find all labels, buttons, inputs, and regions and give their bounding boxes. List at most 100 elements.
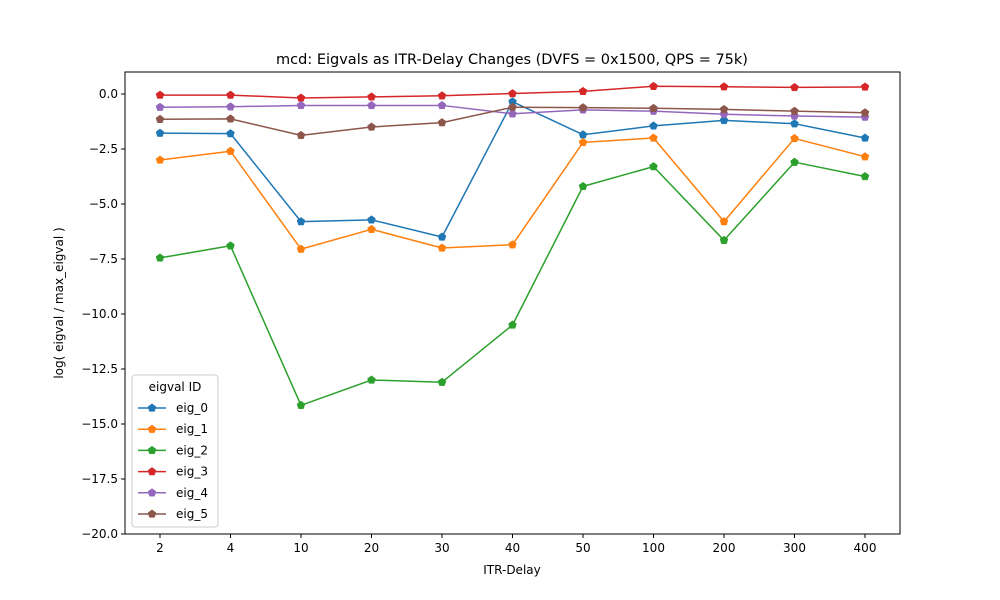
legend-label: eig_5 <box>176 507 208 521</box>
data-point-eig_1 <box>226 146 235 155</box>
data-point-eig_3 <box>296 93 306 102</box>
data-point-eig_3 <box>508 89 517 98</box>
data-point-eig_1 <box>437 243 447 252</box>
x-tick-label: 2 <box>156 541 164 555</box>
data-point-eig_2 <box>790 157 799 166</box>
data-point-eig_0 <box>296 217 306 226</box>
data-point-eig_2 <box>437 377 447 386</box>
legend-entry-eig_5: eig_5 <box>138 507 208 521</box>
y-tick-label: −12.5 <box>81 362 118 376</box>
x-tick-label: 40 <box>505 541 520 555</box>
data-point-eig_5 <box>437 118 447 127</box>
data-point-eig_4 <box>155 102 165 111</box>
data-point-eig_2 <box>649 162 658 171</box>
legend-label: eig_3 <box>176 465 208 479</box>
legend-marker <box>147 509 157 518</box>
data-point-eig_5 <box>296 130 306 140</box>
legend-marker <box>147 445 157 455</box>
data-point-eig_1 <box>508 240 517 249</box>
y-tick-label: −15.0 <box>81 417 118 431</box>
x-axis-label: ITR-Delay <box>483 563 540 577</box>
series-line-eig_0 <box>159 100 866 238</box>
legend-label: eig_2 <box>176 443 208 457</box>
data-point-eig_4 <box>226 102 235 111</box>
data-point-eig_0 <box>437 232 447 241</box>
x-tick-label: 4 <box>227 541 235 555</box>
x-tick-label: 200 <box>713 541 736 555</box>
data-point-eig_1 <box>155 155 165 164</box>
legend-marker <box>147 467 157 476</box>
data-point-eig_1 <box>860 152 870 161</box>
data-point-eig_2 <box>296 400 306 409</box>
data-point-eig_0 <box>226 129 235 138</box>
legend-title: eigval ID <box>149 380 202 394</box>
x-tick-label: 400 <box>854 541 877 555</box>
data-point-eig_3 <box>719 82 729 91</box>
y-axis-label: log( eigval / max_eigval ) <box>52 227 66 378</box>
data-point-eig_5 <box>226 114 235 123</box>
data-point-eig_0 <box>649 121 658 130</box>
data-point-eig_0 <box>790 119 799 128</box>
series-eig_1 <box>155 133 870 253</box>
data-point-eig_5 <box>649 103 658 112</box>
data-point-eig_5 <box>367 122 376 131</box>
data-point-eig_5 <box>719 104 729 114</box>
y-tick-label: −17.5 <box>81 472 118 486</box>
data-point-eig_2 <box>508 320 517 329</box>
legend-entry-eig_1: eig_1 <box>138 422 208 436</box>
legend-label: eig_0 <box>176 401 208 415</box>
y-tick-label: −10.0 <box>81 307 118 321</box>
data-point-eig_4 <box>367 100 376 110</box>
y-axis: 0.0 −2.5 −5.0 −7.5 −10.0 −12.5 −15.0 −17.5 −20.0 <box>81 87 125 541</box>
data-point-eig_0 <box>578 130 588 139</box>
legend-entry-eig_4: eig_4 <box>138 486 208 500</box>
data-point-eig_2 <box>155 253 165 262</box>
data-point-eig_5 <box>790 106 799 115</box>
series-eig_2 <box>155 157 870 409</box>
data-point-eig_1 <box>367 224 376 233</box>
series-line-eig_1 <box>159 137 866 250</box>
data-point-eig_3 <box>437 91 447 100</box>
data-point-eig_4 <box>437 100 447 110</box>
data-point-eig_5 <box>860 108 870 117</box>
data-point-eig_2 <box>578 181 588 191</box>
legend: eigval ID eig_0 eig_1 eig_2 eig_3 eig_4 eig_5 <box>131 374 219 528</box>
data-point-eig_3 <box>367 92 376 101</box>
data-point-eig_4 <box>508 109 517 118</box>
x-tick-label: 20 <box>364 541 379 555</box>
data-point-eig_5 <box>155 114 165 123</box>
legend-box <box>131 374 219 528</box>
x-tick-label: 50 <box>575 541 590 555</box>
x-tick-label: 10 <box>293 541 308 555</box>
data-point-eig_2 <box>367 375 376 384</box>
data-point-eig_0 <box>155 128 165 137</box>
data-point-eig_1 <box>719 217 729 226</box>
data-point-eig_1 <box>578 137 588 147</box>
y-tick-label: −20.0 <box>81 527 118 541</box>
legend-marker <box>147 488 157 497</box>
series-eig_3 <box>155 81 870 102</box>
legend-marker <box>147 403 157 412</box>
data-point-eig_3 <box>226 90 235 99</box>
data-point-eig_1 <box>790 133 799 143</box>
legend-marker <box>147 424 157 433</box>
x-tick-label: 100 <box>642 541 665 555</box>
y-tick-label: 0.0 <box>99 87 118 101</box>
series-line-eig_2 <box>159 161 866 407</box>
legend-entry-eig_0: eig_0 <box>138 401 208 415</box>
legend-entry-eig_2: eig_2 <box>138 443 208 457</box>
data-point-eig_2 <box>226 241 235 250</box>
data-point-eig_5 <box>578 103 588 112</box>
data-point-eig_1 <box>649 133 658 142</box>
data-point-eig_3 <box>155 90 165 99</box>
x-axis: 2 4 10 20 30 40 50 100 200 300 400 <box>156 534 876 555</box>
data-point-eig_3 <box>860 82 870 91</box>
data-point-eig_3 <box>649 81 658 90</box>
data-point-eig_2 <box>860 171 870 181</box>
data-point-eig_3 <box>790 82 799 92</box>
data-point-eig_0 <box>367 215 376 224</box>
series-eig_0 <box>155 97 870 241</box>
series-layer <box>155 81 870 409</box>
data-point-eig_1 <box>296 244 306 253</box>
data-point-eig_0 <box>860 133 870 142</box>
